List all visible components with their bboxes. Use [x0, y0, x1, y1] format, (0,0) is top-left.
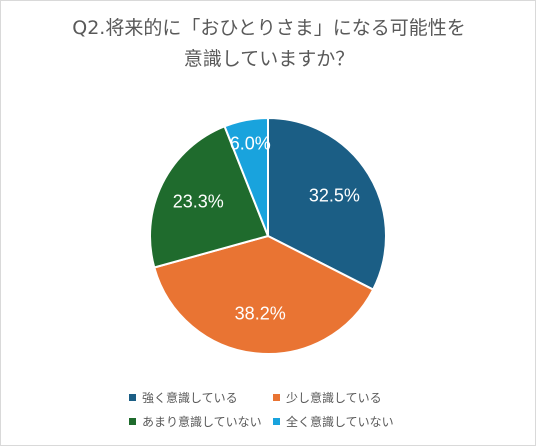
pie-data-label-3: 6.0% [230, 133, 271, 153]
legend-label-2: あまり意識していない [142, 415, 262, 429]
pie-slice-0 [267, 116, 387, 291]
legend-item-1: 少し意識している [273, 389, 382, 406]
pie-data-label-1: 38.2% [235, 304, 286, 324]
legend-swatch-2 [129, 418, 136, 425]
legend-swatch-3 [273, 418, 280, 425]
legend-label-1: 少し意識している [286, 391, 382, 405]
pie-slice-1 [153, 234, 375, 355]
legend-item-0: 強く意識している [129, 389, 238, 406]
chart-title: Q2.将来的に「おひとりさま」になる可能性を 意識していますか？ [1, 13, 536, 75]
pie-data-label-2: 23.3% [173, 191, 224, 211]
legend-label-0: 強く意識している [142, 391, 238, 405]
legend-swatch-1 [273, 394, 280, 401]
legend-item-2: あまり意識していない [129, 413, 262, 430]
legend-item-3: 全く意識していない [273, 413, 394, 430]
legend-swatch-0 [129, 394, 136, 401]
pie-slice-3 [223, 116, 269, 237]
chart-title-line-1: Q2.将来的に「おひとりさま」になる可能性を [72, 17, 466, 39]
pie-data-label-0: 32.5% [309, 185, 360, 205]
chart-title-line-2: 意識していますか？ [183, 48, 355, 70]
legend-label-3: 全く意識していない [286, 415, 394, 429]
